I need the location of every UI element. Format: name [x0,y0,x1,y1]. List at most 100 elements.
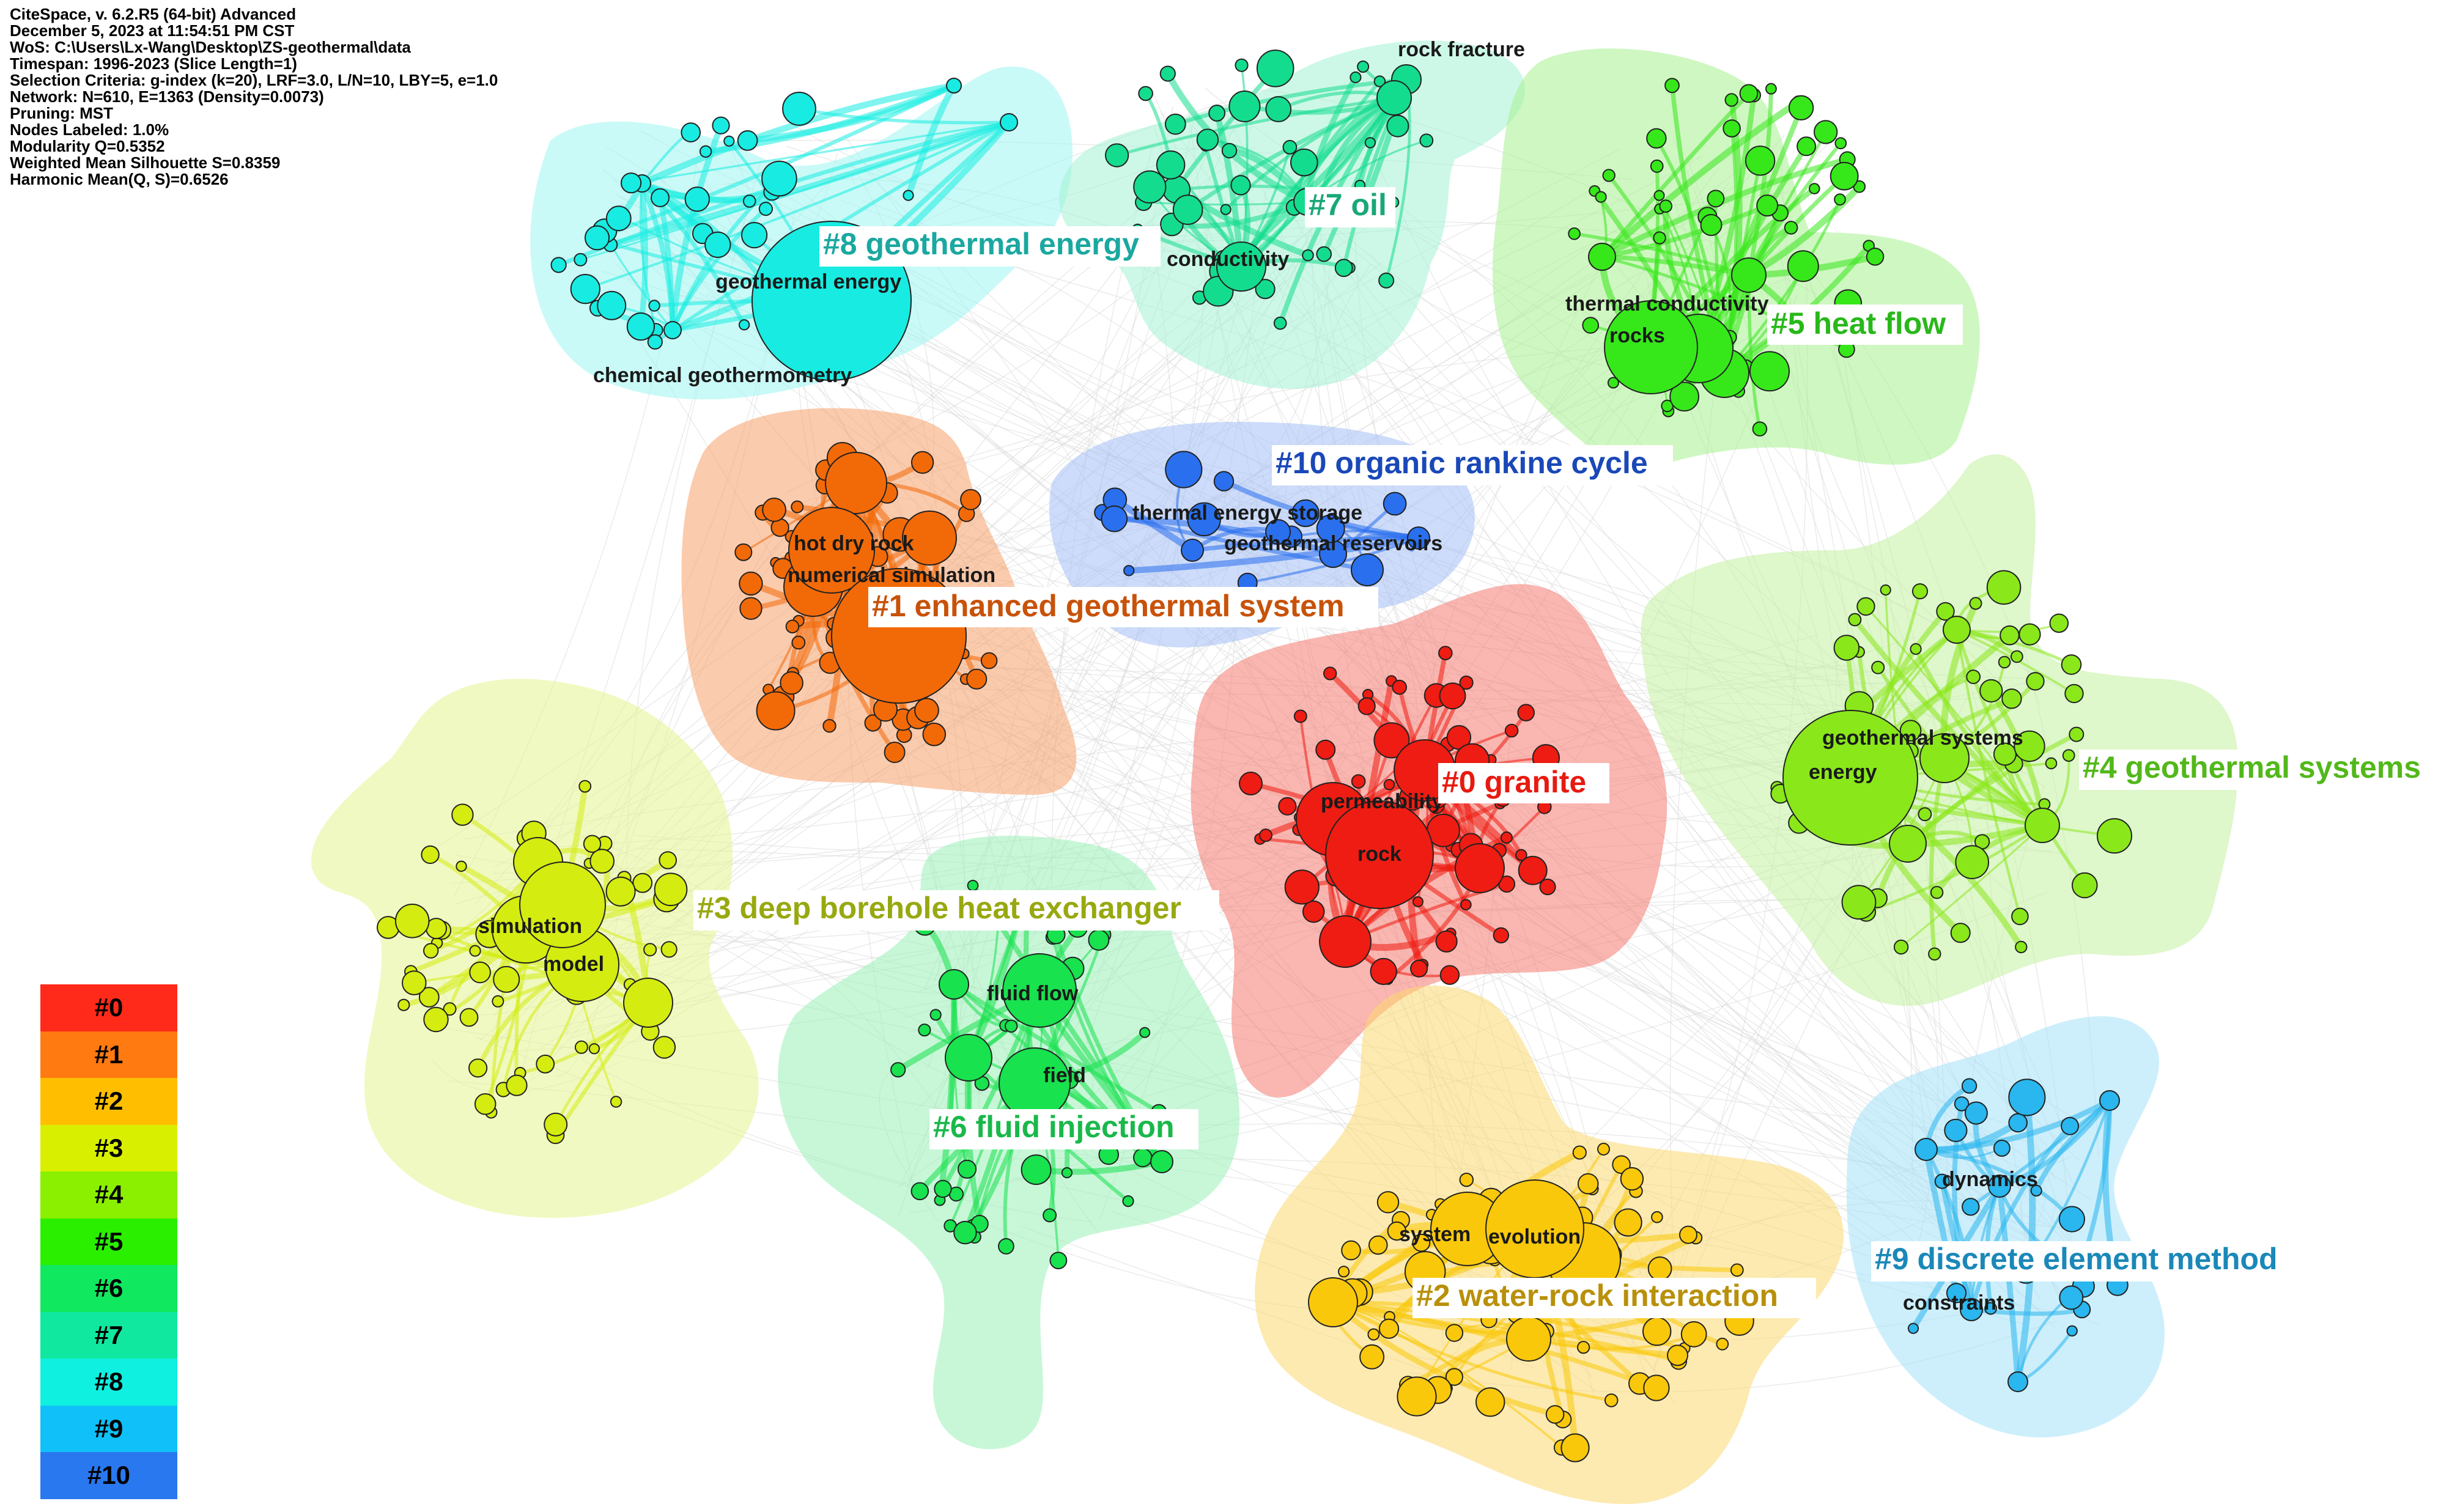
keyword-node [1293,709,1307,723]
keyword-node [1517,704,1535,721]
cluster-label-7: #7 oil [1309,188,1387,222]
keyword-node [1707,190,1725,208]
inter-cluster-link [582,956,2081,1232]
cluster-link [1926,1147,2073,1221]
keyword-node [2001,688,2022,709]
keyword-node [2049,613,2069,633]
keyword-node [1475,1387,1505,1417]
keyword-node [2062,749,2075,762]
keyword-label-model: model [543,953,604,976]
cluster-link [1924,1148,1974,1310]
keyword-node [1338,1266,1350,1278]
keyword-node [734,543,753,561]
keyword-node [550,257,567,273]
keyword-node [1302,249,1314,262]
keyword-node [1848,613,1862,627]
cluster-legend: #0 #1 #2 #3 #4 #5 #6 #7 #8 #9 #10 [40,984,177,1499]
legend-label: #0 [94,993,124,1022]
keyword-node [1196,128,1219,151]
summary-line: Harmonic Mean(Q, S)=0.6526 [10,170,229,188]
keyword-node [684,186,711,212]
keyword-node [903,190,914,201]
cluster-label-0: #0 granite [1442,765,1586,799]
keyword-node [1988,1175,2011,1198]
keyword-node [922,722,947,747]
keyword-node [681,122,701,142]
legend-swatch: #2 [40,1078,177,1125]
summary-line: Selection Criteria: g-index (k=20), LRF=… [10,71,498,89]
keyword-node [825,452,887,514]
keyword-node [2025,808,2060,843]
keyword-node [762,497,786,522]
keyword-node [1834,137,1847,150]
keyword-node [589,849,615,874]
legend-label: #9 [94,1414,124,1443]
keyword-node [1359,1344,1385,1370]
keyword-node [1438,646,1453,660]
keyword-node [648,300,660,312]
keyword-node [1653,231,1666,245]
keyword-node [1159,65,1176,82]
legend-label: #5 [94,1226,124,1256]
keyword-node [967,880,979,891]
keyword-node [492,995,504,1008]
legend-label: #2 [94,1086,124,1116]
keyword-node [998,1238,1014,1255]
keyword-node [1319,915,1372,968]
keyword-node [423,1006,449,1033]
keyword-node [758,202,774,216]
keyword-node [1998,655,2011,669]
keyword-node [1412,896,1424,907]
keyword-node [578,780,592,793]
keyword-node [418,987,440,1008]
keyword-node [1588,243,1616,271]
summary-line: Timespan: 1996-2023 (Slice Length=1) [10,54,297,73]
cluster-label-1: #1 enhanced geothermal system [872,589,1345,623]
keyword-node [1745,146,1776,176]
cluster-link [1723,199,1842,374]
keyword-node [1357,61,1370,73]
keyword-node [1455,843,1505,893]
keyword-node [2059,1285,2084,1310]
keyword-node [1239,772,1263,795]
keyword-label-thermal-energy-storage: thermal energy storage [1132,501,1362,525]
keyword-node [1954,1096,1970,1112]
keyword-node [1123,565,1135,577]
keyword-label-field: field [1043,1064,1086,1087]
keyword-node [2011,907,2029,926]
keyword-node [1667,1344,1688,1366]
keyword-node [914,698,939,723]
cluster-link [1866,824,2044,913]
keyword-node [585,225,610,251]
keyword-node [1278,797,1297,816]
keyword-node [1446,725,1472,750]
keyword-node [1220,204,1232,215]
keyword-node [1291,499,1320,528]
keyword-node [1439,682,1466,710]
keyword-node [1504,723,1519,738]
keyword-label-energy: energy [1809,761,1877,784]
keyword-node [739,571,763,596]
keyword-node [1910,643,1922,655]
cluster-label-6: #6 fluid injection [933,1110,1174,1144]
keyword-node [742,194,756,208]
keyword-node [761,160,797,197]
keyword-node [1918,807,1932,822]
keyword-node [1597,1143,1610,1156]
keyword-node [659,851,677,869]
keyword-node [780,671,803,695]
keyword-node [1889,825,1927,863]
keyword-node [1595,191,1607,203]
keyword-node [1315,739,1336,760]
keyword-node [443,1002,457,1016]
summary-line: CiteSpace, v. 6.2.R5 (64-bit) Advanced [10,5,297,23]
keyword-node [2072,872,2098,899]
keyword-node [1669,382,1700,411]
keyword-node [782,92,816,126]
keyword-node [1000,113,1018,131]
keyword-node [723,135,735,147]
keyword-node [1907,1322,1919,1334]
keyword-node [953,1220,977,1245]
keyword-node [1784,221,1798,235]
keyword-node [1568,227,1581,240]
